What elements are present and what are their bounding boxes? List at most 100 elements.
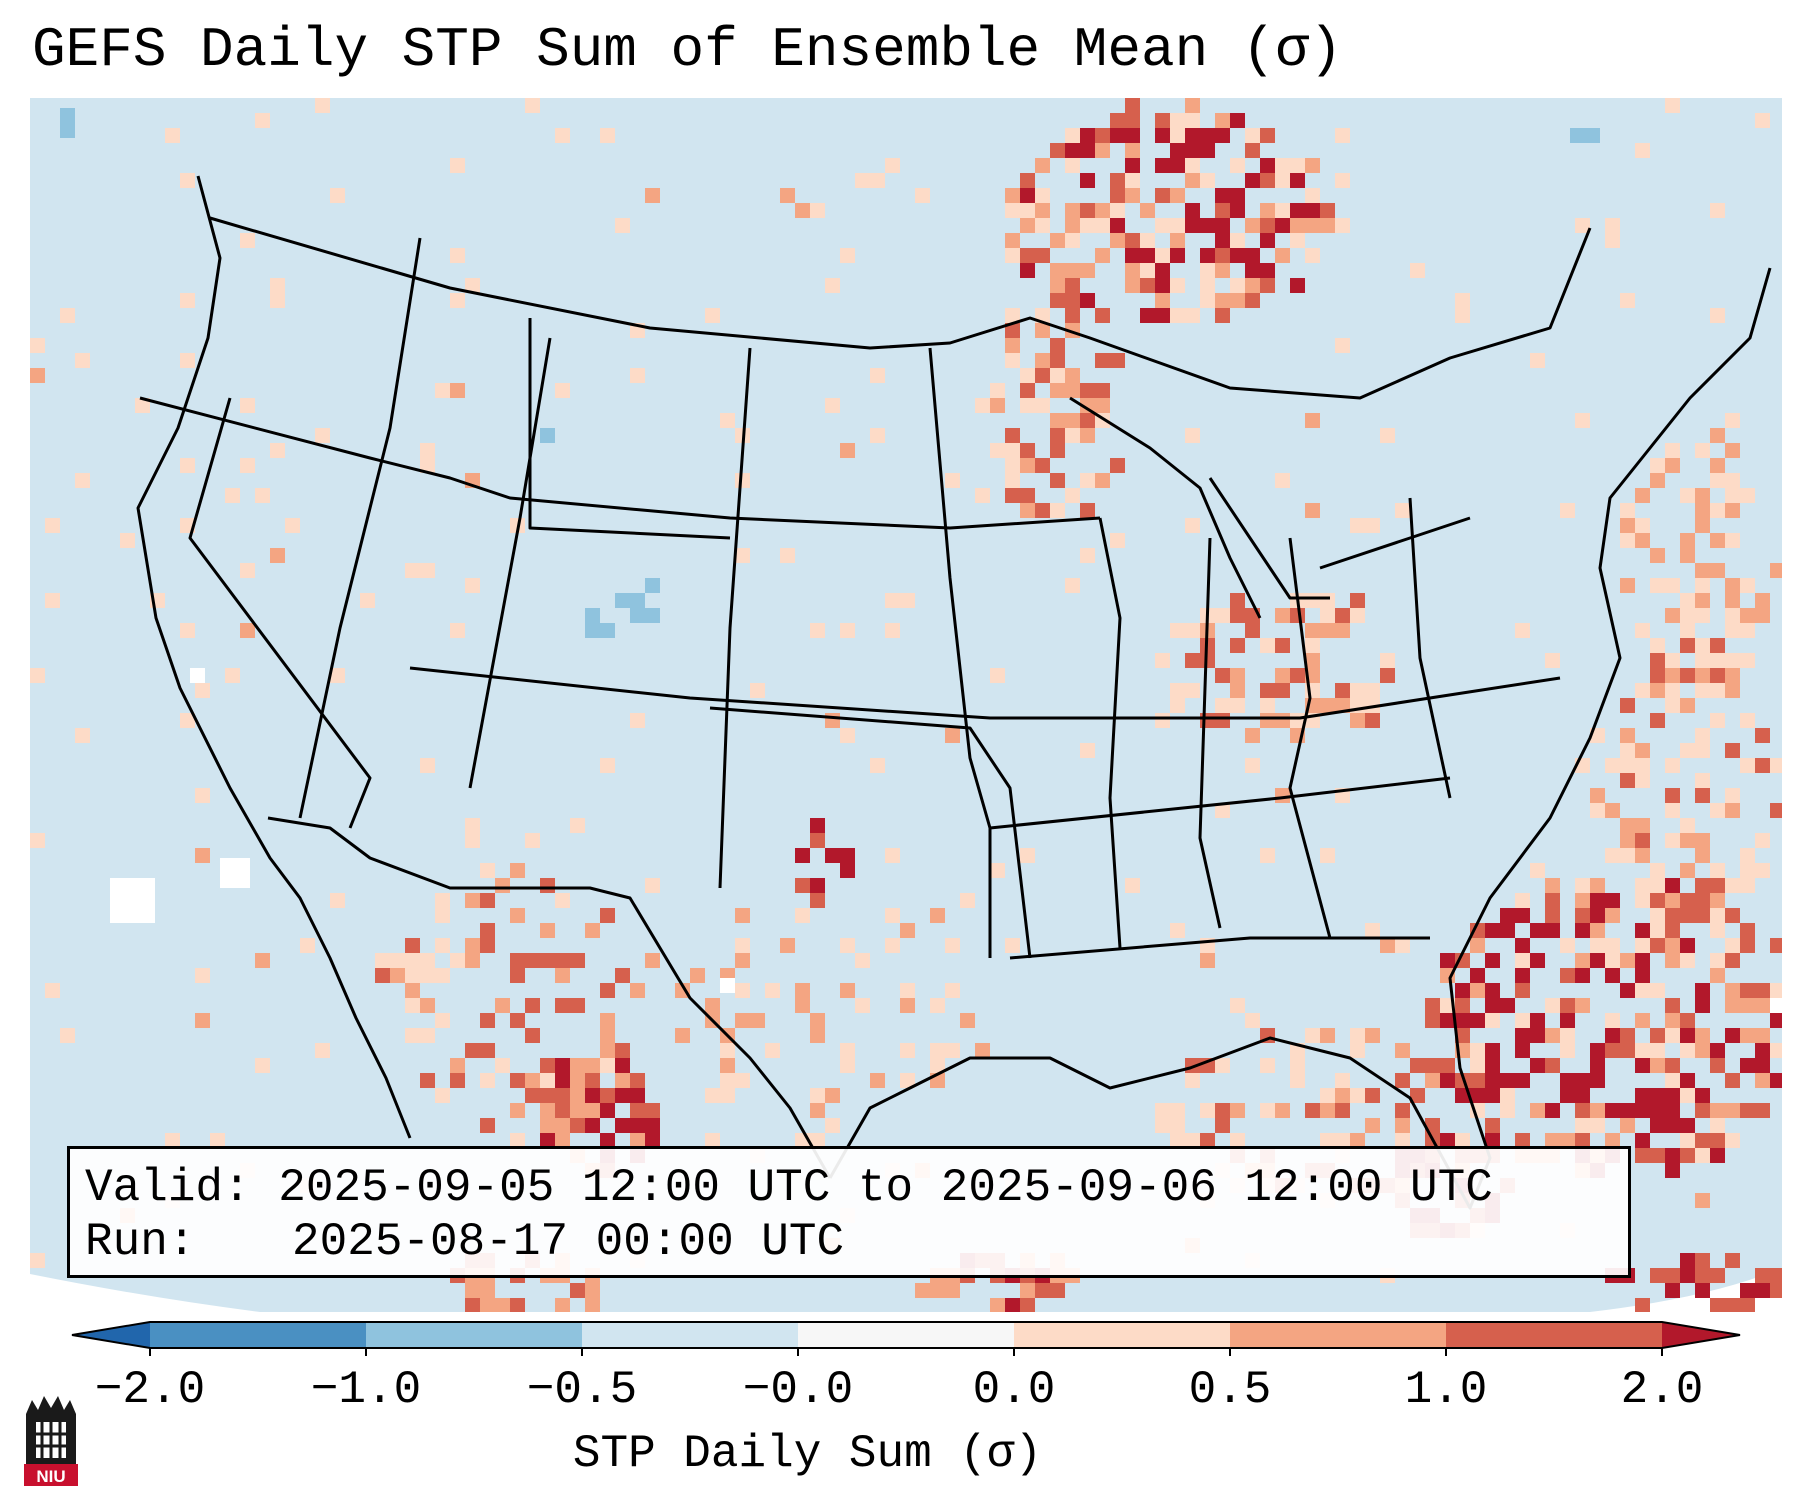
stp-cell [1080,428,1095,443]
stp-cell [435,1013,450,1028]
stp-cell [615,968,630,983]
stp-cell [1380,653,1395,668]
stp-cell [1770,1268,1782,1283]
stp-cell [1065,158,1080,173]
stp-cell [1050,503,1065,518]
stp-cell [1080,503,1095,518]
stp-cell [1635,1043,1650,1058]
stp-cell [1215,188,1230,203]
stp-cell [1665,758,1680,773]
stp-cell [585,1298,600,1312]
stp-cell [1065,263,1080,278]
stp-cell [1290,218,1305,233]
stp-cell [240,398,255,413]
stp-cell [240,563,255,578]
stp-cell [885,593,900,608]
stp-cell [190,668,205,683]
stp-cell [1665,788,1680,803]
stp-cell [810,1088,825,1103]
stp-cell [60,1028,75,1043]
stp-cell [750,1013,765,1028]
stp-cell [480,1043,495,1058]
stp-cell [1710,533,1725,548]
stp-cell [1170,113,1185,128]
stp-cell [1635,743,1650,758]
stp-cell [1080,263,1095,278]
stp-cell [735,953,750,968]
stp-cell [1695,773,1710,788]
stp-cell [1185,428,1200,443]
stp-cell [1020,848,1035,863]
stp-cell [735,1073,750,1088]
stp-cell [1230,188,1245,203]
stp-cell [1665,893,1680,908]
stp-cell [465,578,480,593]
stp-cell [1155,1118,1170,1133]
stp-cell [600,908,615,923]
stp-cell [1260,233,1275,248]
stp-cell [1200,143,1215,158]
stp-cell [1395,1103,1410,1118]
stp-cell [1050,338,1065,353]
stp-cell [1620,293,1635,308]
stp-cell [735,938,750,953]
stp-cell [405,998,420,1013]
stp-cell [1185,518,1200,533]
stp-cell [540,878,555,893]
stp-cell [1275,638,1290,653]
stp-cell [1665,1148,1680,1163]
stp-cell [315,1043,330,1058]
stp-cell [480,1298,495,1312]
stp-cell [1635,1103,1650,1118]
stp-cell [1035,458,1050,473]
stp-cell [1215,263,1230,278]
stp-cell [1440,1073,1455,1088]
stp-cell [1515,1028,1530,1043]
stp-cell [990,398,1005,413]
stp-cell [465,1298,480,1312]
stp-cell [1215,113,1230,128]
stp-cell [1665,998,1680,1013]
stp-cell [750,683,765,698]
stp-cell [1035,218,1050,233]
stp-cell [270,293,285,308]
stp-cell [1155,188,1170,203]
stp-cell [1710,473,1725,488]
stp-cell [1275,158,1290,173]
stp-cell [1770,758,1782,773]
stp-cell [1695,608,1710,623]
colorbar-over-extension [1662,1322,1740,1348]
stp-cell [1020,368,1035,383]
stp-cell [1740,1103,1755,1118]
stp-cell [645,878,660,893]
stp-cell [825,713,840,728]
stp-cell [405,968,420,983]
stp-cell [1290,233,1305,248]
stp-cell [1560,968,1575,983]
stp-cell [1635,1058,1650,1073]
stp-cell [1350,518,1365,533]
stp-cell [945,938,960,953]
stp-cell [1185,653,1200,668]
stp-cell [1500,998,1515,1013]
stp-cell [1065,293,1080,308]
stp-cell [1155,158,1170,173]
stp-cell [1710,803,1725,818]
stp-cell [495,1298,510,1312]
stp-cell [1725,998,1740,1013]
stp-cell [1125,158,1140,173]
stp-cell [1275,248,1290,263]
stp-cell [1725,488,1740,503]
stp-cell [1620,518,1635,533]
stp-cell [1770,1013,1782,1028]
stp-cell [1005,428,1020,443]
stp-cell [1695,893,1710,908]
stp-cell [1020,1298,1035,1312]
stp-cell [1260,173,1275,188]
stp-cell [435,893,450,908]
stp-cell [1200,128,1215,143]
stp-cell [795,203,810,218]
stp-cell [1650,878,1665,893]
stp-cell [220,858,250,888]
stp-cell [1245,248,1260,263]
